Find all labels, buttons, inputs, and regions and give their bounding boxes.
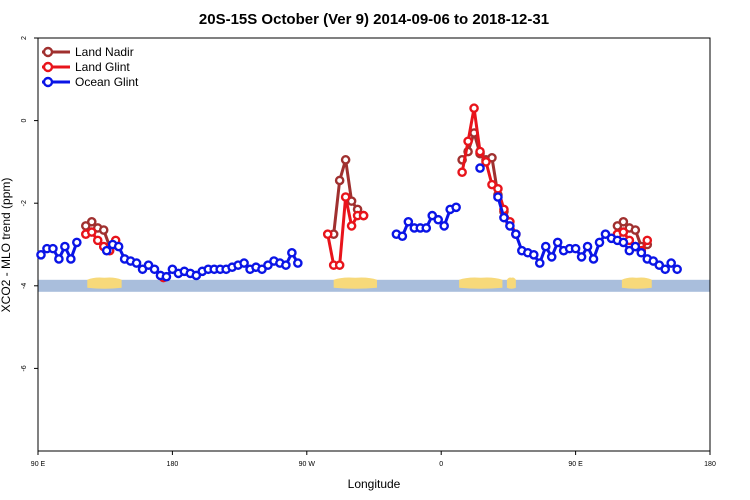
data-point [358, 210, 369, 221]
data-point [36, 250, 46, 260]
chart-title: 20S-15S October (Ver 9) 2014-09-06 to 20… [199, 11, 549, 28]
data-point [618, 237, 629, 248]
data-point [101, 245, 112, 256]
data-point [672, 264, 682, 275]
data-point [281, 260, 291, 270]
data-point [630, 241, 641, 252]
data-point [451, 202, 461, 213]
data-point [481, 157, 491, 167]
data-point [511, 229, 521, 239]
y-tick-label: -6 [21, 365, 28, 371]
series-land-nadir [80, 127, 653, 252]
data-point [534, 258, 545, 268]
data-point [546, 252, 557, 262]
land-band-segment [87, 277, 122, 289]
land-band-segment [506, 277, 516, 289]
data-point [293, 258, 303, 268]
data-point [630, 225, 641, 235]
data-point [334, 260, 345, 270]
data-point [642, 235, 653, 246]
legend-marker [42, 46, 54, 58]
data-point [666, 258, 676, 268]
x-tick-label: 0 [439, 461, 443, 468]
x-tick-label: 90 E [568, 461, 583, 468]
data-point [131, 258, 142, 268]
data-point [340, 155, 351, 165]
data-point [322, 229, 333, 239]
surface-band [38, 277, 710, 292]
data-point [493, 183, 503, 194]
data-point [499, 212, 509, 223]
data-point [287, 247, 297, 258]
data-point [48, 243, 58, 254]
data-point [582, 241, 593, 252]
x-axis-label: Longitude [348, 477, 401, 491]
legend-label: Land Glint [75, 60, 130, 74]
data-point [660, 264, 671, 275]
data-point [86, 227, 97, 237]
y-axis: 2 0 -2 -4 -6 [21, 36, 38, 372]
data-point [594, 237, 605, 248]
data-point [72, 237, 82, 248]
data-point [475, 163, 485, 173]
series-ocean-glint [36, 163, 682, 282]
data-point [346, 221, 357, 231]
data-point [66, 254, 76, 264]
y-tick-label: -4 [21, 283, 28, 289]
x-axis: 90 E 180 90 W 0 90 E 180 [31, 451, 716, 468]
y-axis-label: XCO2 - MLO trend (ppm) [0, 178, 13, 313]
data-point [397, 231, 408, 242]
data-point [403, 216, 414, 227]
data-point [540, 241, 551, 252]
legend-marker [42, 76, 54, 88]
data-point [528, 250, 539, 260]
land-band-segment [333, 277, 377, 289]
legend-marker [42, 61, 54, 73]
data-point [334, 175, 345, 186]
plot-frame [37, 37, 711, 452]
data-point [588, 254, 599, 264]
data-point [98, 225, 109, 235]
data-point [457, 167, 467, 178]
data-point [552, 237, 563, 248]
x-tick-label: 180 [167, 461, 179, 468]
series-group [36, 103, 682, 283]
x-tick-label: 180 [704, 461, 716, 468]
data-point [618, 227, 629, 237]
data-point [505, 221, 515, 231]
data-point [60, 241, 70, 252]
data-point [92, 235, 103, 246]
data-point [439, 221, 449, 231]
data-point [636, 247, 647, 258]
data-point [340, 192, 351, 202]
y-tick-label: 0 [21, 119, 28, 123]
data-point [475, 146, 485, 157]
x-tick-label: 90 E [31, 461, 46, 468]
y-tick-label: 2 [21, 36, 28, 40]
data-point [54, 254, 64, 264]
data-point [421, 223, 432, 233]
x-tick-label: 90 W [299, 461, 316, 468]
legend-label: Ocean Glint [75, 75, 139, 89]
land-band-segment [459, 277, 503, 289]
data-point [239, 258, 249, 268]
data-point [576, 252, 587, 262]
data-point [618, 216, 629, 227]
data-point [161, 271, 172, 282]
data-point [570, 243, 581, 254]
data-point [113, 241, 124, 252]
data-point [469, 103, 479, 114]
data-point [86, 216, 97, 227]
y-tick-label: -2 [21, 200, 28, 206]
data-point [433, 214, 444, 225]
land-band-segment [621, 277, 652, 289]
data-point [463, 136, 473, 147]
data-point [493, 192, 503, 202]
data-point [149, 264, 160, 275]
legend-label: Land Nadir [75, 45, 134, 59]
